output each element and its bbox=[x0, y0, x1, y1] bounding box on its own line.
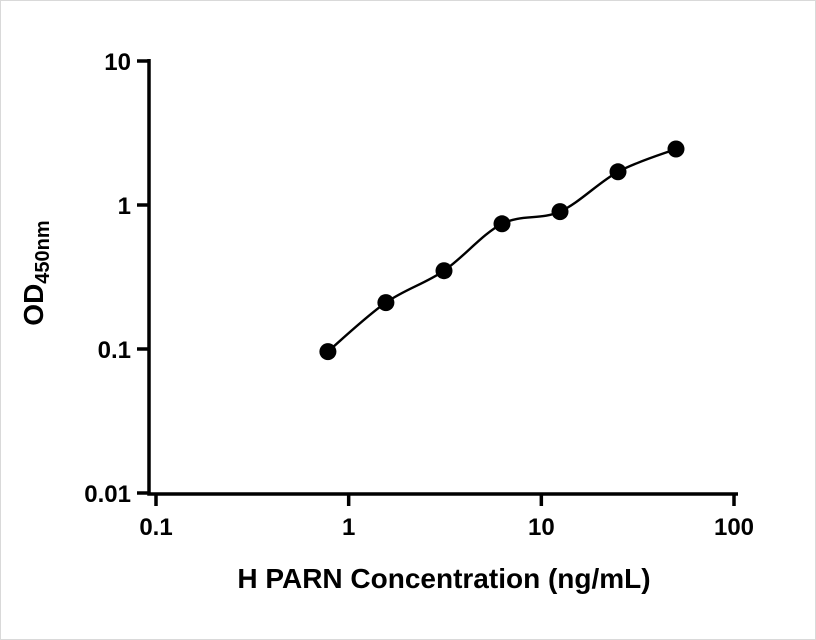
y-axis-title-subscript: 450nm bbox=[32, 220, 54, 283]
fit-curve-line bbox=[327, 147, 677, 353]
data-point bbox=[435, 262, 453, 280]
x-tick-label: 10 bbox=[528, 514, 555, 541]
tick-marks bbox=[137, 59, 736, 506]
y-axis-title: OD450nm bbox=[18, 220, 54, 325]
x-axis-title: H PARN Concentration (ng/mL) bbox=[237, 563, 650, 594]
data-point bbox=[609, 163, 627, 181]
data-point bbox=[551, 203, 569, 221]
y-tick-label: 10 bbox=[104, 49, 131, 76]
y-tick-label: 1 bbox=[118, 193, 131, 220]
tick-labels: 0.1 1 10 100 10 1 0.1 0.01 bbox=[84, 49, 754, 541]
x-tick-label: 1 bbox=[342, 514, 355, 541]
data-series bbox=[319, 140, 685, 361]
data-point bbox=[493, 215, 511, 233]
y-tick-label: 0.01 bbox=[84, 481, 131, 508]
data-point bbox=[667, 140, 685, 158]
x-tick-label: 100 bbox=[714, 514, 754, 541]
data-point bbox=[319, 343, 337, 361]
y-tick-label: 0.1 bbox=[98, 337, 131, 364]
x-tick-label: 0.1 bbox=[139, 514, 172, 541]
data-point bbox=[377, 294, 395, 312]
y-axis-title-base: OD bbox=[18, 284, 49, 326]
